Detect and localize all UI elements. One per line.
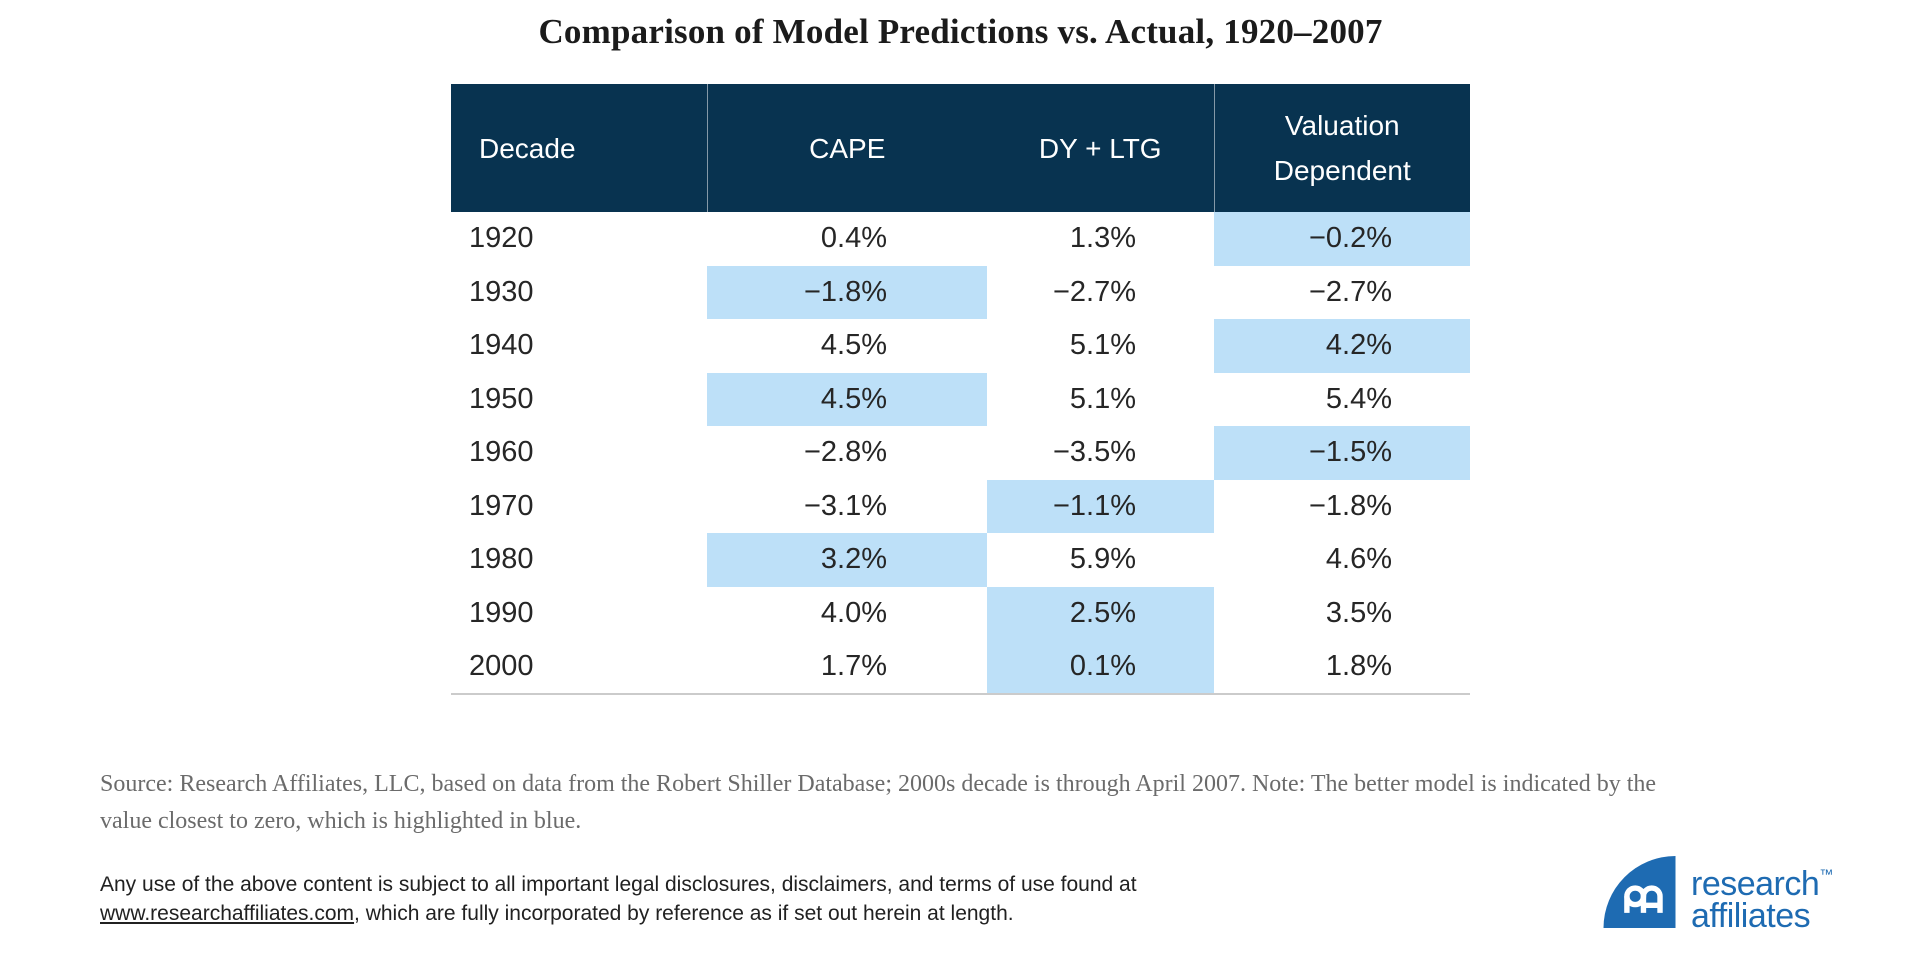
legal-text-after-link: , which are fully incorporated by refere… [354,902,1014,925]
dy-ltg-value-cell-highlighted: 0.1% [987,640,1214,694]
ra-monogram-icon [1603,856,1676,928]
dy-ltg-value-cell: 5.1% [1069,382,1136,415]
table-row: 1930 −1.8% −2.7% −2.7% [451,265,1470,319]
decade-cell: 1930 [469,275,534,308]
legal-text-line1: Any use of the above content is subject … [100,873,1137,896]
table-row: 1920 0.4% 1.3% −0.2% [451,212,1470,266]
logo-wordmark: research™ affiliates [1691,858,1834,935]
table-row: 2000 1.7% 0.1% 1.8% [451,640,1470,694]
logo-word-affiliates: affiliates [1691,897,1811,935]
table-row: 1960 −2.8% −3.5% −1.5% [451,426,1470,480]
cape-value-cell: 4.5% [820,329,887,362]
dy-ltg-value-cell: 5.9% [1069,543,1136,576]
valuation-dependent-value-cell: 3.5% [1325,596,1392,629]
cape-value-cell-highlighted: 3.2% [707,533,987,587]
valuation-dependent-value-cell-highlighted: 4.2% [1214,319,1470,373]
column-header-cape: CAPE [707,84,987,212]
decade-cell: 1990 [469,596,534,629]
table-body: 1920 0.4% 1.3% −0.2% 1930 −1.8% −2.7% −2.7% 1940… [451,212,1470,694]
table-row: 1970 −3.1% −1.1% −1.8% [451,479,1470,533]
dy-ltg-value-cell: −3.5% [1052,436,1136,469]
dy-ltg-value-cell: 5.1% [1069,329,1136,362]
decade-cell: 1960 [469,436,534,469]
table-row: 1990 4.0% 2.5% 3.5% [451,586,1470,640]
table-row: 1950 4.5% 5.1% 5.4% [451,372,1470,426]
valuation-dependent-value-cell: −2.7% [1308,275,1392,308]
trademark-symbol: ™ [1819,866,1834,882]
cape-value-cell: −3.1% [803,489,887,522]
cape-value-cell: 0.4% [820,222,887,255]
cape-value-cell: −2.8% [803,436,887,469]
column-header-dy-ltg: DY + LTG [987,84,1215,212]
logo-word-research: research [1691,865,1820,903]
valuation-dependent-value-cell: −1.8% [1308,489,1392,522]
dy-ltg-value-cell: 1.3% [1069,222,1136,255]
decade-cell: 1940 [469,329,534,362]
decade-cell: 1980 [469,543,534,576]
dy-ltg-value-cell-highlighted: 2.5% [987,586,1214,640]
page-title: Comparison of Model Predictions vs. Actu… [538,12,1383,51]
source-note: Source: Research Affiliates, LLC, based … [100,771,1657,834]
decade-cell: 1950 [469,382,534,415]
decade-cell: 1920 [469,222,534,255]
dy-ltg-value-cell-highlighted: −1.1% [987,479,1214,533]
cape-value-cell: 4.0% [820,596,887,629]
column-header-valuation-dependent: Valuation Dependent [1214,84,1470,212]
column-header-decade: Decade [451,84,708,212]
table-header: Decade CAPE DY + LTG Valuation Dependent [451,84,1470,212]
decade-cell: 2000 [469,649,534,682]
valuation-dependent-value-cell-highlighted: −1.5% [1214,426,1470,480]
valuation-dependent-value-cell-highlighted: −0.2% [1214,212,1470,266]
legal-disclaimer: Any use of the above content is subject … [100,870,1200,928]
valuation-dependent-value-cell: 4.6% [1325,543,1392,576]
decade-cell: 1970 [469,489,534,522]
table-row: 1940 4.5% 5.1% 4.2% [451,319,1470,373]
dy-ltg-value-cell: −2.7% [1052,275,1136,308]
cape-value-cell-highlighted: −1.8% [707,265,987,319]
valuation-dependent-value-cell: 5.4% [1325,382,1392,415]
comparison-table: Decade CAPE DY + LTG Valuation Dependent… [451,84,1470,695]
cape-value-cell: 1.7% [820,649,887,682]
cape-value-cell-highlighted: 4.5% [707,372,987,426]
research-affiliates-logo: research™ affiliates [1602,856,1834,935]
table-row: 1980 3.2% 5.9% 4.6% [451,533,1470,587]
valuation-dependent-value-cell: 1.8% [1325,649,1392,682]
research-affiliates-link[interactable]: www.researchaffiliates.com [100,902,355,925]
